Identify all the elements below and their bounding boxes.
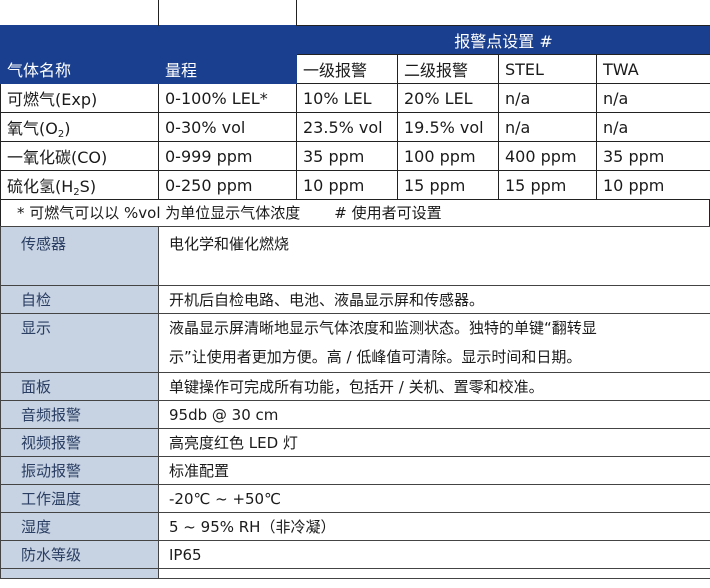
spec-row: 防水等级 IP65 (0, 540, 710, 569)
spec-row: 面板 单键操作可完成所有功能，包括开 / 关机、置零和校准。 (0, 372, 710, 401)
low-alarm-cell: 10 ppm (296, 170, 398, 200)
table-row: 一氧化碳(CO) 0-999 ppm 35 ppm 100 ppm 400 pp… (0, 141, 710, 171)
spec-value: 标准配置 (158, 456, 710, 485)
spec-label: 湿度 (0, 512, 159, 541)
range-cell: 0-30% vol (158, 112, 297, 142)
spec-row: 显示 液晶显示屏清晰地显示气体浓度和监测状态。独特的单键“翻转显 示”让使用者更加… (0, 313, 710, 373)
spec-value: 开机后自检电路、电池、液晶显示屏和传感器。 (158, 285, 710, 314)
specifications-table: 传感器 电化学和催化燃烧 自检 开机后自检电路、电池、液晶显示屏和传感器。 显示… (0, 226, 710, 579)
spec-value: 液晶显示屏清晰地显示气体浓度和监测状态。独特的单键“翻转显 示”让使用者更加方便。… (158, 313, 710, 373)
spec-row-partial (0, 568, 710, 579)
high-alarm-cell: 19.5% vol (397, 112, 499, 142)
spec-row: 自检 开机后自检电路、电池、液晶显示屏和传感器。 (0, 285, 710, 314)
table-row: 氧气(O2) 0-30% vol 23.5% vol 19.5% vol n/a… (0, 112, 710, 142)
spec-value: 电化学和催化燃烧 (158, 226, 710, 286)
spec-value: 95db @ 30 cm (158, 400, 710, 429)
high-alarm-cell: 15 ppm (397, 170, 499, 200)
header-gas-name: 气体名称 (0, 54, 159, 84)
twa-cell: n/a (596, 83, 710, 113)
spec-label: 面板 (0, 372, 159, 401)
spec-row: 传感器 电化学和催化燃烧 (0, 226, 710, 286)
stel-cell: n/a (498, 83, 597, 113)
header-twa: TWA (596, 54, 710, 84)
spec-value: 单键操作可完成所有功能，包括开 / 关机、置零和校准。 (158, 372, 710, 401)
range-cell: 0-100% LEL* (158, 83, 297, 113)
footnote-line: * 可燃气可以以 %vol 为单位显示气体浓度 # 使用者可设置 (0, 200, 710, 226)
high-alarm-cell: 20% LEL (397, 83, 499, 113)
table-row: 硫化氢(H2S) 0-250 ppm 10 ppm 15 ppm 15 ppm … (0, 170, 710, 200)
gas-name-cell: 硫化氢(H2S) (0, 170, 159, 200)
gas-name-cell: 一氧化碳(CO) (0, 141, 159, 171)
spec-label: 音频报警 (0, 400, 159, 429)
table-top-spacer-row (0, 0, 710, 26)
spec-label: 防水等级 (0, 540, 159, 569)
spec-label: 传感器 (0, 226, 159, 286)
spec-value: IP65 (158, 540, 710, 569)
spec-row: 湿度 5 ~ 95% RH（非冷凝） (0, 512, 710, 541)
spec-row: 工作温度 -20℃ ~ +50℃ (0, 484, 710, 513)
alarm-setpoint-header: 报警点设置 # (296, 25, 710, 55)
gas-name-cell: 可燃气(Exp) (0, 83, 159, 113)
spec-label: 自检 (0, 285, 159, 314)
footnote-user-settable: # 使用者可设置 (334, 204, 442, 222)
header-low-alarm: 一级报警 (296, 54, 398, 84)
spec-row: 音频报警 95db @ 30 cm (0, 400, 710, 429)
spec-value: 5 ~ 95% RH（非冷凝） (158, 512, 710, 541)
footnote-combustible-unit: * 可燃气可以以 %vol 为单位显示气体浓度 (17, 204, 301, 222)
spec-row: 视频报警 高亮度红色 LED 灯 (0, 428, 710, 457)
spec-value: 高亮度红色 LED 灯 (158, 428, 710, 457)
spec-label: 振动报警 (0, 456, 159, 485)
stel-cell: 15 ppm (498, 170, 597, 200)
column-header-row: 气体名称 量程 一级报警 二级报警 STEL TWA (0, 54, 710, 84)
table-row: 可燃气(Exp) 0-100% LEL* 10% LEL 20% LEL n/a… (0, 83, 710, 113)
spec-row: 振动报警 标准配置 (0, 456, 710, 485)
stel-cell: 400 ppm (498, 141, 597, 171)
spec-label: 工作温度 (0, 484, 159, 513)
gas-alarm-table: 报警点设置 # 气体名称 量程 一级报警 二级报警 STEL TWA 可燃气(E… (0, 0, 710, 200)
header-range: 量程 (158, 54, 297, 84)
alarm-group-header-row: 报警点设置 # (0, 25, 710, 55)
spec-value: -20℃ ~ +50℃ (158, 484, 710, 513)
range-cell: 0-250 ppm (158, 170, 297, 200)
gas-name-cell: 氧气(O2) (0, 112, 159, 142)
twa-cell: 10 ppm (596, 170, 710, 200)
twa-cell: 35 ppm (596, 141, 710, 171)
low-alarm-cell: 10% LEL (296, 83, 398, 113)
low-alarm-cell: 23.5% vol (296, 112, 398, 142)
spec-label: 视频报警 (0, 428, 159, 457)
spec-label: 显示 (0, 313, 159, 373)
range-cell: 0-999 ppm (158, 141, 297, 171)
stel-cell: n/a (498, 112, 597, 142)
twa-cell: n/a (596, 112, 710, 142)
header-high-alarm: 二级报警 (397, 54, 499, 84)
header-stel: STEL (498, 54, 597, 84)
low-alarm-cell: 35 ppm (296, 141, 398, 171)
high-alarm-cell: 100 ppm (397, 141, 499, 171)
